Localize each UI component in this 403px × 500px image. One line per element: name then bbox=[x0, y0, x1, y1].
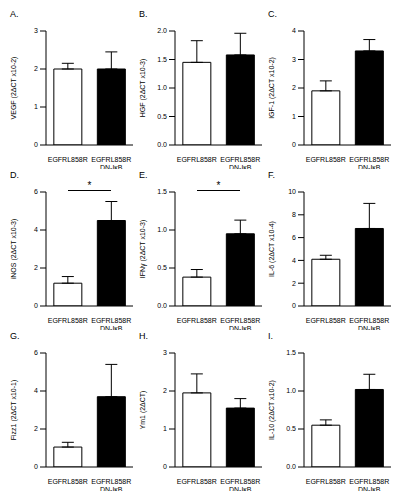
svg-text:EGFRL858R: EGFRL858R bbox=[306, 156, 346, 163]
html-text:E.: E. bbox=[139, 170, 148, 180]
svg-text:iNOS (2ΔCT x10-3): iNOS (2ΔCT x10-3) bbox=[10, 219, 18, 280]
svg-text:EGFRL858RDN-IκB: EGFRL858RDN-IκB bbox=[220, 478, 260, 491]
svg-text:0.5: 0.5 bbox=[286, 425, 296, 432]
svg-text:VEGF (2ΔCT x10-2): VEGF (2ΔCT x10-2) bbox=[10, 57, 18, 120]
svg-text:1.0: 1.0 bbox=[157, 226, 167, 233]
svg-text:4: 4 bbox=[34, 387, 38, 394]
svg-text:EGFRL858R: EGFRL858R bbox=[177, 156, 217, 163]
svg-text:0: 0 bbox=[292, 141, 296, 148]
html-text:H.: H. bbox=[139, 331, 148, 341]
svg-text:0.0: 0.0 bbox=[157, 141, 167, 148]
svg-text:4: 4 bbox=[34, 226, 38, 233]
svg-text:IFNγ (2ΔCT x10-3): IFNγ (2ΔCT x10-3) bbox=[139, 220, 147, 279]
svg-text:6: 6 bbox=[292, 234, 296, 241]
svg-text:8: 8 bbox=[292, 211, 296, 218]
svg-text:1.5: 1.5 bbox=[157, 188, 167, 195]
html-text:A.: A. bbox=[10, 9, 19, 19]
svg-text:EGFRL858R: EGFRL858R bbox=[306, 478, 346, 485]
svg-text:0: 0 bbox=[34, 463, 38, 470]
html-text:C.: C. bbox=[268, 9, 277, 19]
svg-text:0.5: 0.5 bbox=[157, 264, 167, 271]
svg-text:4: 4 bbox=[292, 257, 296, 264]
svg-text:EGFRL858RDN-IκB: EGFRL858RDN-IκB bbox=[91, 156, 131, 169]
svg-text:EGFRL858R: EGFRL858R bbox=[177, 317, 217, 324]
svg-text:0: 0 bbox=[292, 302, 296, 309]
svg-text:2: 2 bbox=[34, 65, 38, 72]
svg-text:EGFRL858RDN-IκB: EGFRL858RDN-IκB bbox=[220, 156, 260, 169]
svg-text:1: 1 bbox=[292, 113, 296, 120]
svg-text:IGF-1 (2ΔCT x10-2): IGF-1 (2ΔCT x10-2) bbox=[268, 57, 276, 119]
svg-text:3: 3 bbox=[292, 56, 296, 63]
svg-text:EGFRL858R: EGFRL858R bbox=[48, 478, 88, 485]
svg-text:3: 3 bbox=[163, 349, 167, 356]
svg-text:1.0: 1.0 bbox=[286, 387, 296, 394]
svg-text:2: 2 bbox=[292, 280, 296, 287]
svg-text:0.0: 0.0 bbox=[286, 463, 296, 470]
svg-text:2: 2 bbox=[34, 264, 38, 271]
svg-text:EGFRL858RDN-IκB: EGFRL858RDN-IκB bbox=[91, 478, 131, 491]
svg-text:EGFRL858R: EGFRL858R bbox=[48, 156, 88, 163]
svg-text:10: 10 bbox=[288, 188, 296, 195]
svg-text:4: 4 bbox=[292, 27, 296, 34]
svg-text:0: 0 bbox=[34, 141, 38, 148]
html-text:D.: D. bbox=[10, 170, 19, 180]
svg-text:IL-10 (2ΔCT x10-2): IL-10 (2ΔCT x10-2) bbox=[268, 380, 276, 440]
html-text:B.: B. bbox=[139, 9, 148, 19]
svg-text:0.0: 0.0 bbox=[157, 302, 167, 309]
svg-text:EGFRL858RDN-IκB: EGFRL858RDN-IκB bbox=[349, 156, 389, 169]
svg-text:EGFRL858RDN-IκB: EGFRL858RDN-IκB bbox=[91, 317, 131, 330]
svg-text:1: 1 bbox=[163, 425, 167, 432]
svg-text:0: 0 bbox=[163, 463, 167, 470]
svg-text:EGFRL858R: EGFRL858R bbox=[177, 478, 217, 485]
svg-text:1.5: 1.5 bbox=[157, 56, 167, 63]
svg-text:EGFRL858RDN-IκB: EGFRL858RDN-IκB bbox=[349, 317, 389, 330]
svg-text:6: 6 bbox=[34, 349, 38, 356]
svg-text:EGFRL858R: EGFRL858R bbox=[48, 317, 88, 324]
svg-text:2: 2 bbox=[34, 425, 38, 432]
svg-text:1.0: 1.0 bbox=[157, 84, 167, 91]
svg-text:1.5: 1.5 bbox=[286, 349, 296, 356]
svg-text:0.5: 0.5 bbox=[157, 113, 167, 120]
svg-text:EGFRL858RDN-IκB: EGFRL858RDN-IκB bbox=[220, 317, 260, 330]
html-text:I.: I. bbox=[268, 331, 273, 341]
svg-text:2: 2 bbox=[292, 84, 296, 91]
svg-text:2.0: 2.0 bbox=[157, 27, 167, 34]
svg-text:3: 3 bbox=[34, 27, 38, 34]
svg-text:Fizz1 (2ΔCT x10-1): Fizz1 (2ΔCT x10-1) bbox=[10, 380, 18, 441]
svg-text:2: 2 bbox=[163, 387, 167, 394]
svg-text:6: 6 bbox=[34, 188, 38, 195]
svg-text:EGFRL858R: EGFRL858R bbox=[306, 317, 346, 324]
svg-text:0: 0 bbox=[34, 302, 38, 309]
svg-text:1: 1 bbox=[34, 103, 38, 110]
svg-text:EGFRL858RDN-IκB: EGFRL858RDN-IκB bbox=[349, 478, 389, 491]
html-text:G.: G. bbox=[10, 331, 20, 341]
html-text:F.: F. bbox=[268, 170, 275, 180]
svg-text:HGF (2ΔCT x10-3): HGF (2ΔCT x10-3) bbox=[139, 59, 147, 118]
svg-text:Ym1 (2ΔCT): Ym1 (2ΔCT) bbox=[139, 391, 147, 430]
svg-text:IL-6 (2ΔCT x10-4): IL-6 (2ΔCT x10-4) bbox=[268, 221, 276, 277]
